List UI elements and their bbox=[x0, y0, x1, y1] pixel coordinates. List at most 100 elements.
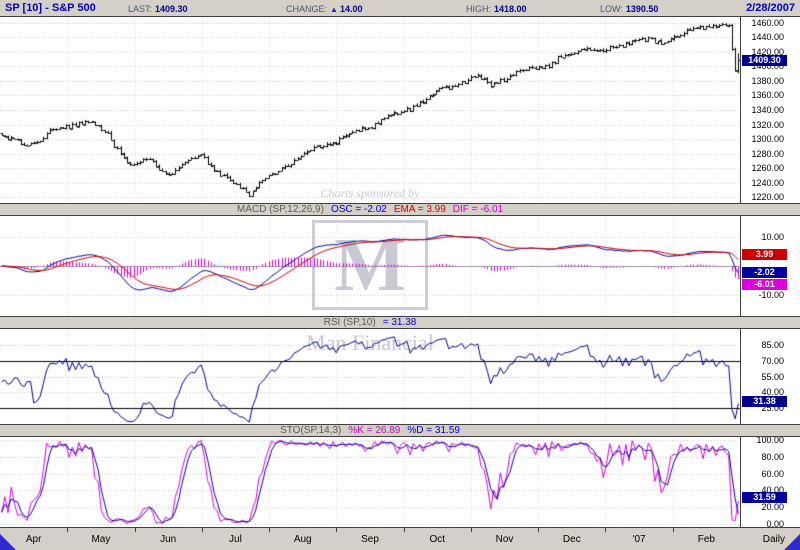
low-quote: LOW: 1390.50 bbox=[600, 4, 658, 14]
rsi-y-axis: 85.00 70.00 55.00 40.00 25.00 31.38 bbox=[740, 329, 800, 424]
y-axis-tick-label: -10.00 bbox=[758, 290, 784, 301]
x-axis-month-tick bbox=[404, 528, 405, 532]
quote-header-bar: SP [10] - S&P 500 LAST: 1409.30 CHANGE: ▲ 1… bbox=[0, 0, 800, 17]
x-axis-month-label: May bbox=[91, 534, 111, 545]
rsi-title-text: RSI (SP,10) = 31.38 bbox=[0, 316, 740, 328]
y-axis-tick-label: 70.00 bbox=[761, 355, 784, 366]
sto-title-text: STO(SP,14,3) %K = 26.89 %D = 31.59 bbox=[0, 424, 740, 436]
last-value-badge: -6.01 bbox=[742, 278, 787, 290]
macd-osc-readout: OSC = -2.02 bbox=[330, 203, 387, 215]
change-label: CHANGE: bbox=[286, 4, 328, 14]
sto-panel: 100.00 80.00 60.00 40.00 20.00 0.00 31.59 bbox=[0, 435, 800, 529]
x-axis-month-tick bbox=[471, 528, 472, 532]
low-value: 1390.50 bbox=[625, 4, 659, 14]
interval-label: Daily bbox=[762, 534, 785, 545]
macd-label: MACD (SP,12,26,9) bbox=[236, 203, 324, 215]
x-axis-month-label: Jun bbox=[160, 534, 177, 545]
chart-date: 2/28/2007 bbox=[746, 2, 795, 14]
change-up-arrow-icon: ▲ bbox=[330, 5, 338, 14]
low-label: LOW: bbox=[600, 4, 623, 14]
macd-dif-readout: DIF = -6.01 bbox=[452, 203, 504, 215]
y-axis-tick-label: 55.00 bbox=[761, 371, 784, 382]
last-value-badge: 3.99 bbox=[742, 249, 787, 261]
y-axis-tick-label: 20.00 bbox=[761, 502, 784, 512]
y-axis-tick-label: 1220.00 bbox=[751, 192, 784, 203]
y-axis-tick-label: 10.00 bbox=[761, 231, 784, 242]
y-axis-tick-label: 1460.00 bbox=[751, 17, 784, 28]
last-value-badge: 1409.30 bbox=[742, 54, 787, 66]
y-axis-tick-label: 1340.00 bbox=[751, 105, 784, 115]
y-axis-tick-label: 60.00 bbox=[761, 468, 784, 479]
y-axis-tick-label: 1420.00 bbox=[751, 46, 784, 57]
symbol-title: SP [10] - S&P 500 bbox=[5, 2, 96, 14]
x-axis-month-label: Aug bbox=[293, 534, 312, 545]
x-axis-month-tick bbox=[67, 528, 68, 532]
x-axis-month-tick bbox=[605, 528, 606, 532]
x-axis-month-tick bbox=[336, 528, 337, 532]
bottom-left-corner-triangle-icon bbox=[0, 534, 16, 550]
y-axis-tick-label: 1400.00 bbox=[751, 61, 784, 72]
sto-label: STO(SP,14,3) bbox=[280, 424, 342, 436]
sto-chart-canvas bbox=[0, 437, 740, 527]
price-panel: 1460.00 1440.00 1420.00 1400.00 1380.00 1360.… bbox=[0, 17, 800, 203]
last-label: LAST: bbox=[128, 4, 153, 14]
macd-chart-canvas bbox=[0, 216, 740, 316]
y-axis-tick-label: 0.00 bbox=[766, 518, 784, 529]
x-axis-month-label: Jul bbox=[229, 534, 242, 545]
macd-title-bar: MACD (SP,12,26,9) OSC = -2.02 EMA = 3.99… bbox=[0, 203, 800, 216]
sto-k-readout: %K = 26.89 bbox=[348, 424, 401, 436]
price-y-axis: 1460.00 1440.00 1420.00 1400.00 1380.00 1360.… bbox=[740, 17, 800, 203]
last-value-badge: 31.59 bbox=[742, 492, 787, 504]
rsi-title-bar: RSI (SP,10) = 31.38 bbox=[0, 316, 800, 329]
x-axis-month-tick bbox=[673, 528, 674, 532]
x-axis-month-tick bbox=[135, 528, 136, 532]
price-chart-canvas bbox=[0, 17, 740, 203]
y-axis-tick-label: 1440.00 bbox=[751, 32, 784, 43]
rsi-chart-canvas bbox=[0, 329, 740, 424]
last-value-badge: 31.38 bbox=[742, 396, 787, 408]
x-axis-month-label: Feb bbox=[697, 534, 715, 545]
y-axis-tick-label: 1360.00 bbox=[751, 90, 784, 101]
rsi-panel: 85.00 70.00 55.00 40.00 25.00 31.38 bbox=[0, 329, 800, 424]
macd-y-axis: 10.00 -10.00 3.99 -2.02 -6.01 bbox=[740, 216, 800, 316]
rsi-value-readout: = 31.38 bbox=[382, 316, 417, 328]
rsi-label: RSI (SP,10) bbox=[323, 316, 376, 328]
macd-ema-readout: EMA = 3.99 bbox=[393, 203, 446, 215]
y-axis-tick-label: 1260.00 bbox=[751, 163, 784, 174]
x-axis-month-label: '07 bbox=[632, 534, 646, 545]
y-axis-tick-label: 25.00 bbox=[761, 403, 784, 414]
y-axis-tick-label: 1240.00 bbox=[751, 177, 784, 188]
high-label: HIGH: bbox=[466, 4, 492, 14]
change-quote: CHANGE: ▲ 14.00 bbox=[286, 4, 362, 14]
y-axis-tick-label: 80.00 bbox=[761, 452, 784, 462]
x-axis-month-tick bbox=[538, 528, 539, 532]
x-axis-month-label: Sep bbox=[361, 534, 379, 545]
y-axis-tick-label: 40.00 bbox=[761, 387, 784, 398]
sto-y-axis: 100.00 80.00 60.00 40.00 20.00 0.00 31.59 bbox=[740, 435, 800, 529]
x-axis-month-label: Apr bbox=[25, 534, 42, 545]
change-value: 14.00 bbox=[339, 4, 363, 14]
bottom-right-corner-triangle-icon bbox=[784, 534, 800, 550]
macd-panel: 10.00 -10.00 3.99 -2.02 -6.01 bbox=[0, 216, 800, 316]
x-axis-month-tick bbox=[202, 528, 203, 532]
sto-d-readout: %D = 31.59 bbox=[407, 424, 460, 436]
x-axis-month-label: Nov bbox=[495, 534, 514, 545]
last-value: 1409.30 bbox=[155, 4, 188, 14]
y-axis-tick-label: 1280.00 bbox=[751, 148, 784, 159]
high-quote: HIGH: 1418.00 bbox=[466, 4, 527, 14]
x-axis-month-tick bbox=[269, 528, 270, 532]
y-axis-tick-label: 1300.00 bbox=[751, 134, 784, 145]
y-axis-tick-label: 100.00 bbox=[756, 435, 784, 446]
y-axis-tick-label: 85.00 bbox=[761, 339, 784, 350]
high-value: 1418.00 bbox=[494, 4, 527, 14]
y-axis-tick-label: 40.00 bbox=[761, 485, 784, 496]
x-axis-bar: Daily Apr May Jun Jul Aug Sep Oct Nov Dec '07 Feb bbox=[0, 527, 800, 550]
x-axis-month-label: Dec bbox=[562, 534, 581, 545]
sto-title-bar: STO(SP,14,3) %K = 26.89 %D = 31.59 bbox=[0, 424, 800, 437]
macd-title-text: MACD (SP,12,26,9) OSC = -2.02 EMA = 3.99… bbox=[0, 203, 740, 215]
x-axis-month-label: Oct bbox=[429, 534, 446, 545]
last-quote: LAST: 1409.30 bbox=[128, 4, 188, 14]
y-axis-tick-label: 1380.00 bbox=[751, 75, 784, 86]
last-value-badge: -2.02 bbox=[742, 266, 787, 278]
